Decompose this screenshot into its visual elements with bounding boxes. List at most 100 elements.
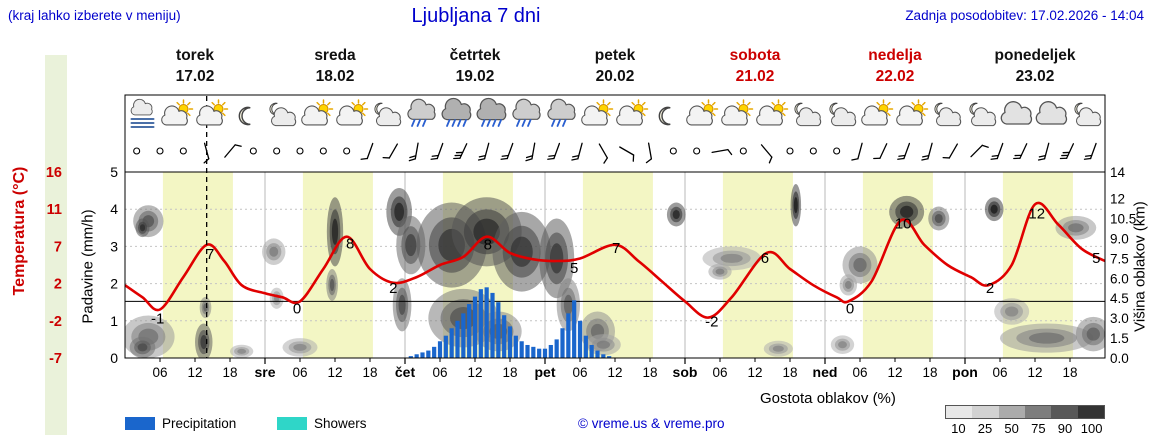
cloud-blob bbox=[830, 335, 855, 355]
wind-barb-icon bbox=[525, 142, 536, 162]
x-hour-label: 18 bbox=[922, 365, 937, 380]
precip-bar bbox=[577, 320, 583, 358]
heavy-rain-icon bbox=[441, 97, 472, 127]
rain-icon bbox=[547, 98, 576, 127]
wind-barb-icon bbox=[547, 142, 561, 160]
precip-bar bbox=[601, 354, 606, 358]
cloud-blob bbox=[326, 268, 338, 301]
precip-bar bbox=[595, 350, 600, 358]
wind-barb-icon bbox=[598, 143, 608, 164]
density-cell bbox=[1024, 406, 1052, 418]
x-hour-label: 06 bbox=[712, 365, 727, 380]
wind-barb-icon bbox=[1059, 143, 1075, 160]
cloud-blob bbox=[492, 211, 551, 292]
partly-sunny-icon bbox=[896, 99, 929, 126]
cloud-blob bbox=[282, 338, 318, 357]
moon-icon bbox=[238, 106, 251, 126]
cloud-axis-tick: 12 bbox=[1110, 192, 1125, 207]
precip-axis-tick: 1 bbox=[110, 313, 118, 329]
temp-axis-tick: 2 bbox=[54, 277, 62, 293]
x-hour-label: 12 bbox=[467, 365, 482, 380]
day-date: 17.02 bbox=[176, 68, 215, 85]
precip-bar bbox=[507, 326, 513, 358]
wind-barb-icon bbox=[360, 142, 374, 160]
partly-sunny-icon bbox=[616, 99, 649, 126]
precip-bar bbox=[408, 356, 413, 358]
x-hour-label: 12 bbox=[887, 365, 902, 380]
temp-value-label: 12 bbox=[1028, 205, 1045, 222]
precip-bar bbox=[414, 354, 419, 358]
precip-bar bbox=[472, 296, 478, 358]
wind-barb-icon bbox=[571, 142, 583, 161]
rain-icon bbox=[512, 98, 541, 127]
partly-sunny-icon bbox=[301, 99, 334, 126]
temp-value-label: -2 bbox=[705, 314, 718, 331]
fog-icon bbox=[130, 98, 155, 128]
wind-barb-icon bbox=[760, 144, 773, 164]
moon-cloud-icon bbox=[934, 102, 962, 127]
precip-bar bbox=[478, 289, 483, 358]
wind-calm-icon bbox=[179, 147, 187, 155]
cloud-blob bbox=[984, 197, 1004, 222]
precip-bar bbox=[449, 328, 454, 358]
cloud-density-scale-labels: 10 25 50 75 90 100 bbox=[945, 421, 1105, 436]
left-accent-strip bbox=[45, 55, 67, 435]
cloud-blob bbox=[396, 215, 426, 275]
precip-bar bbox=[519, 341, 524, 358]
cloud-blob bbox=[839, 274, 858, 296]
partly-sunny-icon bbox=[581, 99, 614, 126]
x-hour-label: 12 bbox=[607, 365, 622, 380]
wind-calm-icon bbox=[156, 147, 164, 155]
rain-icon bbox=[407, 98, 436, 127]
location-hint: (kraj lahko izberete v meniju) bbox=[8, 8, 181, 23]
temp-value-label: 0 bbox=[846, 300, 854, 317]
last-updated: Zadnja posodobitev: 17.02.2026 - 14:04 bbox=[905, 8, 1144, 23]
temp-value-label: 8 bbox=[346, 236, 354, 253]
cloud-icon bbox=[1035, 101, 1068, 125]
x-hour-label: 18 bbox=[222, 365, 237, 380]
day-date: 18.02 bbox=[316, 68, 355, 85]
cloud-axis-tick: 14 bbox=[1110, 165, 1126, 180]
moon-cloud-icon bbox=[269, 102, 297, 127]
precip-axis-tick: 3 bbox=[110, 238, 118, 254]
x-day-label: sre bbox=[254, 364, 275, 380]
partly-sunny-icon bbox=[336, 99, 369, 126]
cloud-blob bbox=[666, 202, 686, 227]
precip-bar bbox=[461, 313, 466, 358]
cloud-axis-tick: 10.5 bbox=[1110, 212, 1136, 227]
precip-bar bbox=[583, 335, 588, 358]
precip-bar bbox=[420, 352, 425, 358]
cloud-blob bbox=[585, 334, 621, 356]
cloud-blob bbox=[763, 340, 793, 357]
wind-barb-icon bbox=[711, 148, 733, 156]
precip-bar bbox=[513, 335, 518, 358]
temp-axis-tick: 16 bbox=[46, 165, 62, 181]
temp-value-label: 5 bbox=[570, 260, 578, 277]
day-name: torek bbox=[176, 47, 214, 64]
cloud-blob bbox=[1075, 316, 1105, 352]
copyright-link[interactable]: © vreme.us & vreme.pro bbox=[578, 416, 725, 431]
x-hour-label: 18 bbox=[1062, 365, 1077, 380]
x-day-label: pon bbox=[952, 364, 978, 380]
wind-barb-icon bbox=[500, 142, 514, 160]
precip-bar bbox=[542, 348, 548, 358]
precip-bar bbox=[432, 346, 437, 358]
wind-barb-icon bbox=[1083, 142, 1097, 160]
moon-cloud-icon bbox=[794, 102, 822, 127]
density-tick-label: 100 bbox=[1080, 421, 1103, 436]
density-tick-label: 75 bbox=[1031, 421, 1046, 436]
x-hour-label: 06 bbox=[992, 365, 1007, 380]
day-name: petek bbox=[595, 47, 636, 64]
wind-barb-icon bbox=[990, 142, 1004, 160]
x-hour-label: 18 bbox=[642, 365, 657, 380]
temp-axis-tick: -7 bbox=[49, 351, 62, 367]
heavy-rain-icon bbox=[476, 97, 507, 127]
moon-icon bbox=[658, 106, 671, 126]
wind-calm-icon bbox=[319, 147, 327, 155]
wind-calm-icon bbox=[249, 147, 257, 155]
precip-axis-tick: 5 bbox=[110, 164, 118, 180]
cloud-blob bbox=[135, 218, 150, 238]
cloud-blob bbox=[790, 183, 802, 227]
day-date: 22.02 bbox=[876, 68, 915, 85]
wind-calm-icon bbox=[833, 147, 841, 155]
